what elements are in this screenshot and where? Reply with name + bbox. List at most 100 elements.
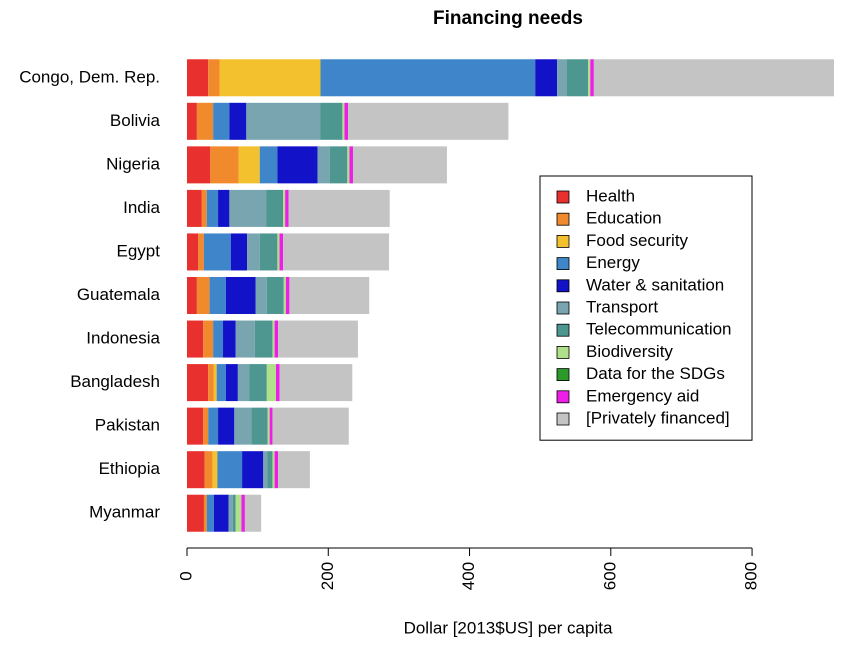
legend-label: Telecommunication xyxy=(586,320,732,339)
bar-segment xyxy=(348,102,509,140)
bar-segment xyxy=(259,233,278,271)
y-tick-label: Bolivia xyxy=(110,111,161,130)
bar-segment xyxy=(203,233,231,271)
bar-segment xyxy=(249,364,267,402)
y-tick-label: Guatemala xyxy=(77,285,161,304)
legend-label: Biodiversity xyxy=(586,342,673,361)
legend-swatch xyxy=(556,412,570,426)
bar-segment xyxy=(275,364,280,402)
bar-segment xyxy=(329,146,348,184)
bar-segment xyxy=(213,494,229,532)
bar-segment xyxy=(213,364,217,402)
bar-segment xyxy=(255,276,267,315)
legend-swatch xyxy=(556,212,570,226)
bar-segment xyxy=(198,233,204,271)
bar-segment xyxy=(234,407,252,445)
bar-segment xyxy=(266,189,284,227)
bar-segment xyxy=(267,407,270,445)
bar-segment xyxy=(232,494,236,532)
bar-segment xyxy=(241,494,245,532)
legend-label: Health xyxy=(586,186,635,205)
bar-segment xyxy=(187,451,205,489)
bar-segment xyxy=(237,364,250,402)
bar-segment xyxy=(320,59,536,97)
bar-segment xyxy=(203,494,207,532)
bar-segment xyxy=(347,146,350,184)
legend-swatch xyxy=(556,190,570,204)
x-tick-label: 600 xyxy=(600,562,619,590)
bar-segment xyxy=(274,320,279,358)
bar-segment xyxy=(263,451,268,489)
bar-segment xyxy=(201,189,207,227)
bar-segment xyxy=(187,59,209,97)
bar-segment xyxy=(272,320,275,358)
bar-segment xyxy=(277,233,280,271)
legend-label: Education xyxy=(586,209,662,228)
bar-segment xyxy=(187,494,204,532)
bar-segment xyxy=(196,102,214,140)
bar-segment xyxy=(212,451,218,489)
bar-segment xyxy=(196,276,210,315)
bar-segment xyxy=(278,320,358,358)
bar-segment xyxy=(285,189,289,227)
bar-segment xyxy=(230,233,248,271)
y-tick-label: Egypt xyxy=(117,241,161,260)
bar-segment xyxy=(288,189,390,227)
bar-segment xyxy=(210,146,239,184)
bar-segment xyxy=(187,407,204,445)
bar-segment xyxy=(593,59,834,97)
bar-segment xyxy=(208,364,214,402)
x-tick-label: 400 xyxy=(459,562,478,590)
bar-segment xyxy=(206,494,214,532)
bar-segment xyxy=(219,59,321,97)
bar-segment xyxy=(187,276,197,315)
x-tick-label: 200 xyxy=(318,562,337,590)
y-tick-label: Nigeria xyxy=(106,154,160,173)
legend-label: Energy xyxy=(586,253,640,272)
bar-segment xyxy=(235,320,255,358)
bar-segment xyxy=(209,276,226,315)
bar-segment xyxy=(218,407,235,445)
bar-segment xyxy=(567,59,589,97)
y-tick-label: Pakistan xyxy=(95,416,160,435)
bar-segment xyxy=(229,189,267,227)
bar-segment xyxy=(588,59,591,97)
bar-segment xyxy=(187,189,202,227)
bar-segment xyxy=(242,451,264,489)
bar-segment xyxy=(289,276,370,315)
bar-segment xyxy=(213,102,230,140)
bar-segment xyxy=(279,364,353,402)
bar-segment xyxy=(229,102,247,140)
bar-segment xyxy=(272,451,275,489)
bar-segment xyxy=(590,59,594,97)
bar-segment xyxy=(259,146,278,184)
bar-segment xyxy=(254,320,273,358)
bar-segment xyxy=(283,233,390,271)
legend-swatch xyxy=(556,390,570,404)
bar-segment xyxy=(235,494,242,532)
bar-segment xyxy=(266,364,276,402)
y-tick-label: Myanmar xyxy=(89,503,160,522)
bar-segment xyxy=(213,320,224,358)
bar-segment xyxy=(277,146,318,184)
bar-segment xyxy=(208,407,219,445)
bar-segment xyxy=(208,59,220,97)
legend-swatch xyxy=(556,301,570,315)
bar-segment xyxy=(187,233,199,271)
bar-segment xyxy=(225,276,256,315)
legend-swatch xyxy=(556,323,570,337)
bar-segment xyxy=(203,407,209,445)
legend-label: [Privately financed] xyxy=(586,408,730,427)
bar-segment xyxy=(218,189,230,227)
bar-segment xyxy=(283,276,286,315)
legend-swatch xyxy=(556,368,570,382)
bar-segment xyxy=(204,451,213,489)
y-tick-label: India xyxy=(123,198,160,217)
bar-segment xyxy=(244,494,262,532)
bar-segment xyxy=(278,451,310,489)
bar-segment xyxy=(352,146,447,184)
bar-segment xyxy=(320,102,343,140)
x-axis-label: Dollar [2013$US] per capita xyxy=(404,618,613,637)
bar-segment xyxy=(344,102,349,140)
